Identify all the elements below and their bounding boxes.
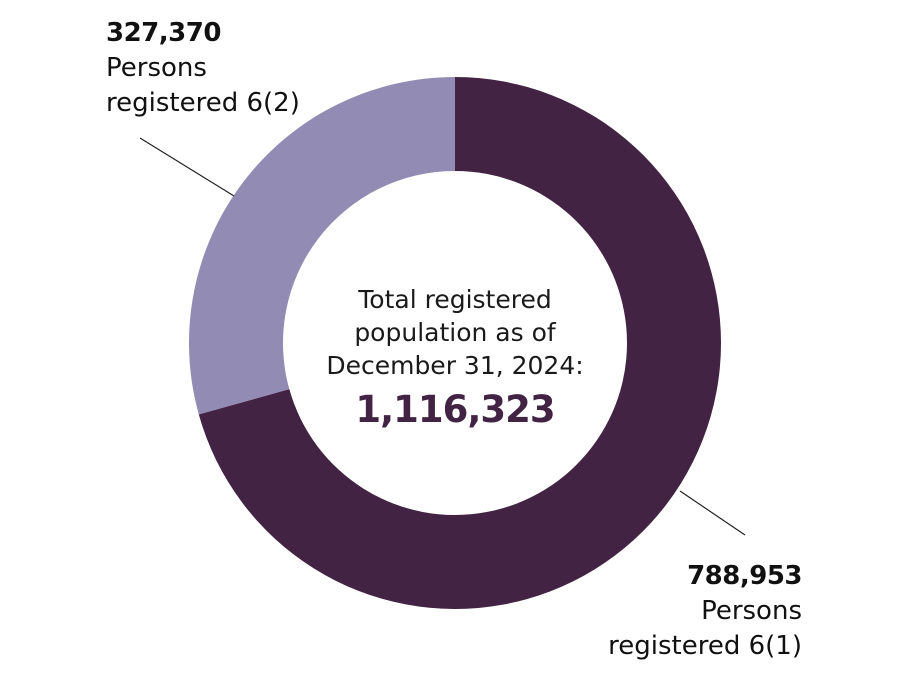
label-line-persons: Persons: [701, 596, 802, 626]
leader-line-6-2: [139, 137, 235, 197]
center-line-2: population as of: [354, 318, 556, 347]
center-line-3: December 31, 2024:: [326, 351, 584, 380]
segment-registered-6-2: [189, 77, 455, 415]
label-line-category: registered 6(2): [106, 88, 300, 118]
value-registered-6-2: 327,370: [106, 18, 221, 48]
label-line-persons: Persons: [106, 53, 207, 83]
segment-registered-6-1: [198, 77, 722, 609]
label-registered-6-2: 327,370 Persons registered 6(2): [106, 16, 300, 121]
leader-line-6-1: [679, 490, 746, 536]
center-line-1: Total registered: [358, 285, 552, 314]
center-summary: Total registered population as of Decemb…: [290, 283, 620, 436]
center-total-value: 1,116,323: [355, 388, 555, 431]
label-registered-6-1: 788,953 Persons registered 6(1): [608, 559, 802, 664]
label-line-category: registered 6(1): [608, 631, 802, 661]
value-registered-6-1: 788,953: [687, 561, 802, 591]
